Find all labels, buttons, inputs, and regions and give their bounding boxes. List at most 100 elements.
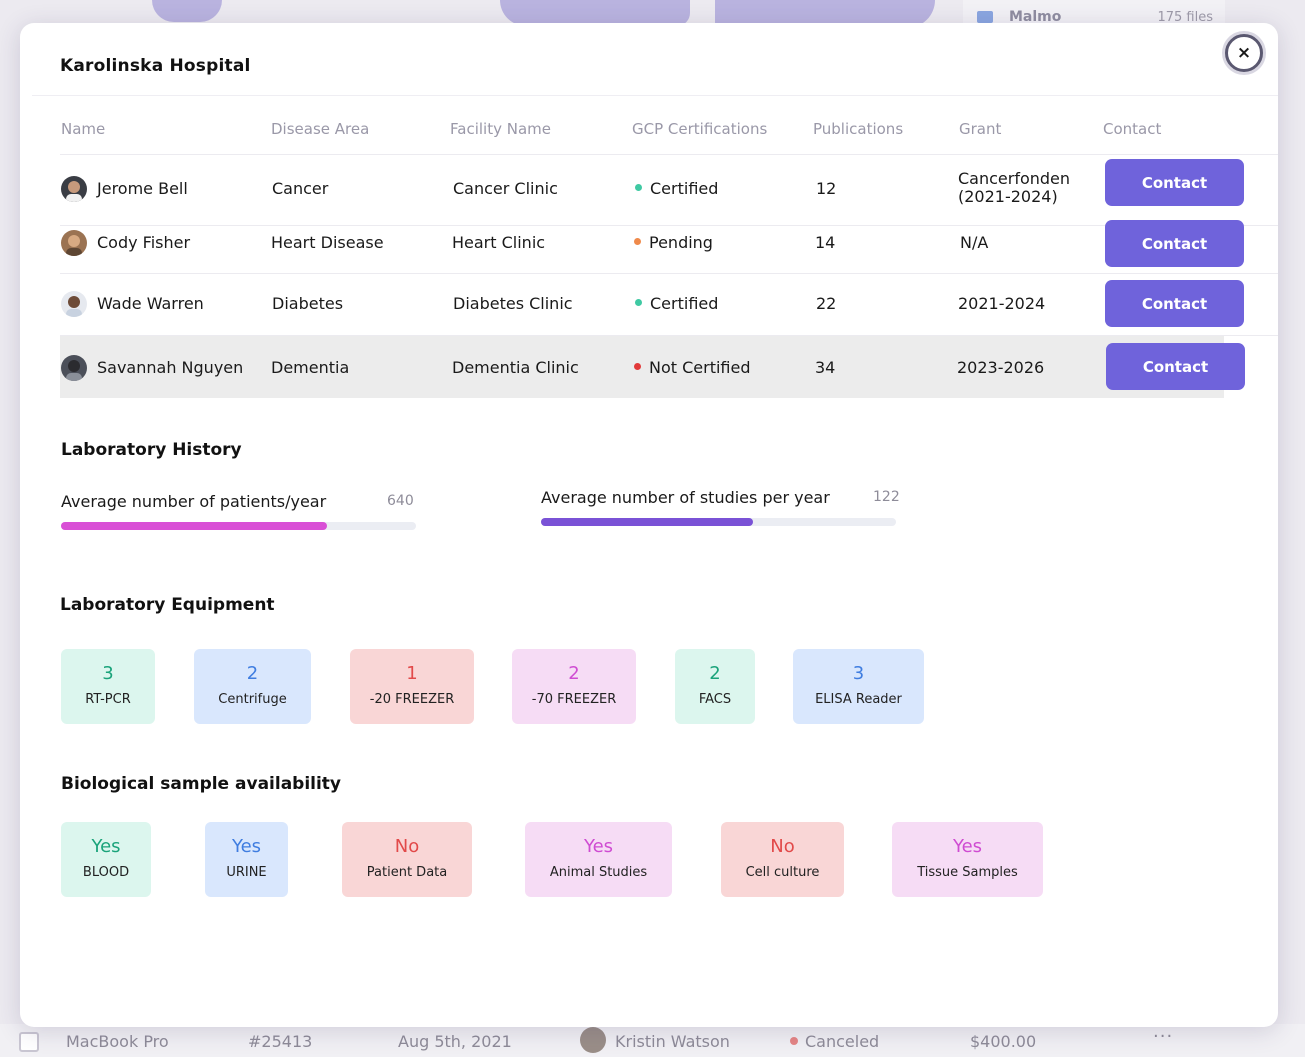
studies-metric-value: 122 <box>873 489 900 505</box>
equipment-count: 2 <box>709 663 721 684</box>
column-header-publications: Publications <box>813 120 904 138</box>
section-title-samples: Biological sample availability <box>61 774 342 794</box>
status-dot <box>634 238 641 245</box>
sample-availability: No <box>770 836 795 857</box>
product-name: MacBook Pro <box>66 1032 169 1051</box>
contact-button[interactable]: Contact <box>1105 159 1244 206</box>
equipment-label: Centrifuge <box>218 692 287 707</box>
divider <box>60 273 1278 274</box>
order-number: #25413 <box>248 1032 313 1051</box>
disease-area: Dementia <box>271 358 350 377</box>
column-header-gcp: GCP Certifications <box>632 120 768 138</box>
avatar <box>61 291 87 317</box>
studies-metric-label: Average number of studies per year <box>541 488 830 507</box>
equipment-label: RT-PCR <box>85 692 131 707</box>
order-amount: $400.00 <box>970 1032 1037 1051</box>
grant: 2021-2024 <box>958 294 1046 313</box>
divider <box>60 225 1278 226</box>
sample-tile-cell-culture: No Cell culture <box>721 822 844 897</box>
file-count: 175 files <box>1157 9 1213 25</box>
grant: N/A <box>960 233 989 252</box>
table-row: Jerome Bell Cancer Cancer Clinic Certifi… <box>60 155 1278 225</box>
section-title-lab-history: Laboratory History <box>61 440 242 460</box>
equipment-label: -70 FREEZER <box>531 692 617 707</box>
status-dot <box>790 1037 798 1045</box>
contact-button[interactable]: Contact <box>1105 280 1244 327</box>
facility-name: Dementia Clinic <box>452 358 579 377</box>
gcp-status: Certified <box>635 179 718 198</box>
sample-label: Animal Studies <box>549 865 648 880</box>
customer-name: Kristin Watson <box>615 1032 730 1051</box>
equipment-tile-rt-pcr: 3 RT-PCR <box>61 649 155 724</box>
facility-name: Cancer Clinic <box>453 179 558 198</box>
divider <box>60 154 1278 155</box>
avatar <box>61 230 87 256</box>
grant-line: (2021-2024) <box>958 187 1058 206</box>
column-header-facility: Facility Name <box>450 120 551 138</box>
sample-label: BLOOD <box>82 865 130 880</box>
sample-availability: Yes <box>91 836 121 857</box>
gcp-status: Pending <box>634 233 713 252</box>
sample-tile-blood: Yes BLOOD <box>61 822 151 897</box>
grant-line: Cancerfonden <box>958 169 1071 188</box>
equipment-count: 3 <box>102 663 114 684</box>
sample-label: Tissue Samples <box>917 865 1018 880</box>
sample-availability: Yes <box>231 836 262 857</box>
gcp-status-label: Not Certified <box>649 358 751 377</box>
publications-count: 12 <box>816 179 837 198</box>
equipment-label: FACS <box>698 692 732 707</box>
sample-label: URINE <box>226 865 267 880</box>
gcp-status-label: Pending <box>649 233 713 252</box>
person-name: Savannah Nguyen <box>97 358 244 377</box>
table-row: Wade Warren Diabetes Diabetes Clinic Cer… <box>60 274 1278 336</box>
person-name: Jerome Bell <box>97 179 188 198</box>
table-row: Cody Fisher Heart Disease Heart Clinic P… <box>60 220 1278 274</box>
equipment-count: 3 <box>852 663 865 684</box>
divider <box>32 95 1278 96</box>
close-icon: × <box>1236 43 1252 63</box>
contact-button[interactable]: Contact <box>1106 343 1245 390</box>
gcp-status: Certified <box>635 294 718 313</box>
studies-progress-fill <box>541 518 753 526</box>
sample-tile-animal-studies: Yes Animal Studies <box>525 822 672 897</box>
close-button[interactable]: × <box>1225 34 1263 72</box>
modal-title: Karolinska Hospital <box>60 56 251 76</box>
equipment-count: 2 <box>568 663 580 684</box>
sample-availability: No <box>394 836 420 857</box>
gcp-status: Not Certified <box>634 358 751 377</box>
column-header-name: Name <box>61 120 106 138</box>
avatar <box>61 355 87 381</box>
sample-tile-patient-data: No Patient Data <box>342 822 472 897</box>
equipment-tile-70-freezer: 2 -70 FREEZER <box>512 649 636 724</box>
table-row: Savannah Nguyen Dementia Dementia Clinic… <box>60 336 1224 398</box>
equipment-tile-centrifuge: 2 Centrifuge <box>194 649 311 724</box>
file-name: Malmo <box>1009 9 1062 25</box>
column-header-grant: Grant <box>959 120 1002 138</box>
table-header: Name Disease Area Facility Name GCP Cert… <box>20 118 1278 154</box>
patients-metric-label: Average number of patients/year <box>61 492 327 511</box>
contact-button[interactable]: Contact <box>1105 220 1244 267</box>
sample-tile-tissue-samples: Yes Tissue Samples <box>892 822 1043 897</box>
folder-icon <box>977 11 993 23</box>
equipment-count: 2 <box>246 663 259 684</box>
sample-availability: Yes <box>952 836 983 857</box>
facility-name: Heart Clinic <box>452 233 546 252</box>
person-name: Wade Warren <box>97 294 204 313</box>
order-status: Canceled <box>805 1032 880 1051</box>
patients-progress-fill <box>61 522 328 530</box>
studies-progress-track <box>541 518 896 526</box>
order-date: Aug 5th, 2021 <box>398 1032 512 1051</box>
gcp-status-label: Certified <box>650 179 719 198</box>
gcp-status-label: Certified <box>650 294 719 313</box>
equipment-count: 1 <box>406 663 418 684</box>
equipment-tile-elisa-reader: 3 ELISA Reader <box>793 649 924 724</box>
background-table-row: MacBook Pro #25413 Aug 5th, 2021 Kristin… <box>0 1024 1305 1057</box>
sample-label: Cell culture <box>745 865 820 880</box>
disease-area: Diabetes <box>272 294 344 313</box>
publications-count: 22 <box>816 294 837 313</box>
column-header-disease: Disease Area <box>271 120 370 138</box>
facility-name: Diabetes Clinic <box>453 294 573 313</box>
section-title-equipment: Laboratory Equipment <box>60 595 275 615</box>
sample-label: Patient Data <box>366 865 448 880</box>
equipment-label: -20 FREEZER <box>369 692 455 707</box>
